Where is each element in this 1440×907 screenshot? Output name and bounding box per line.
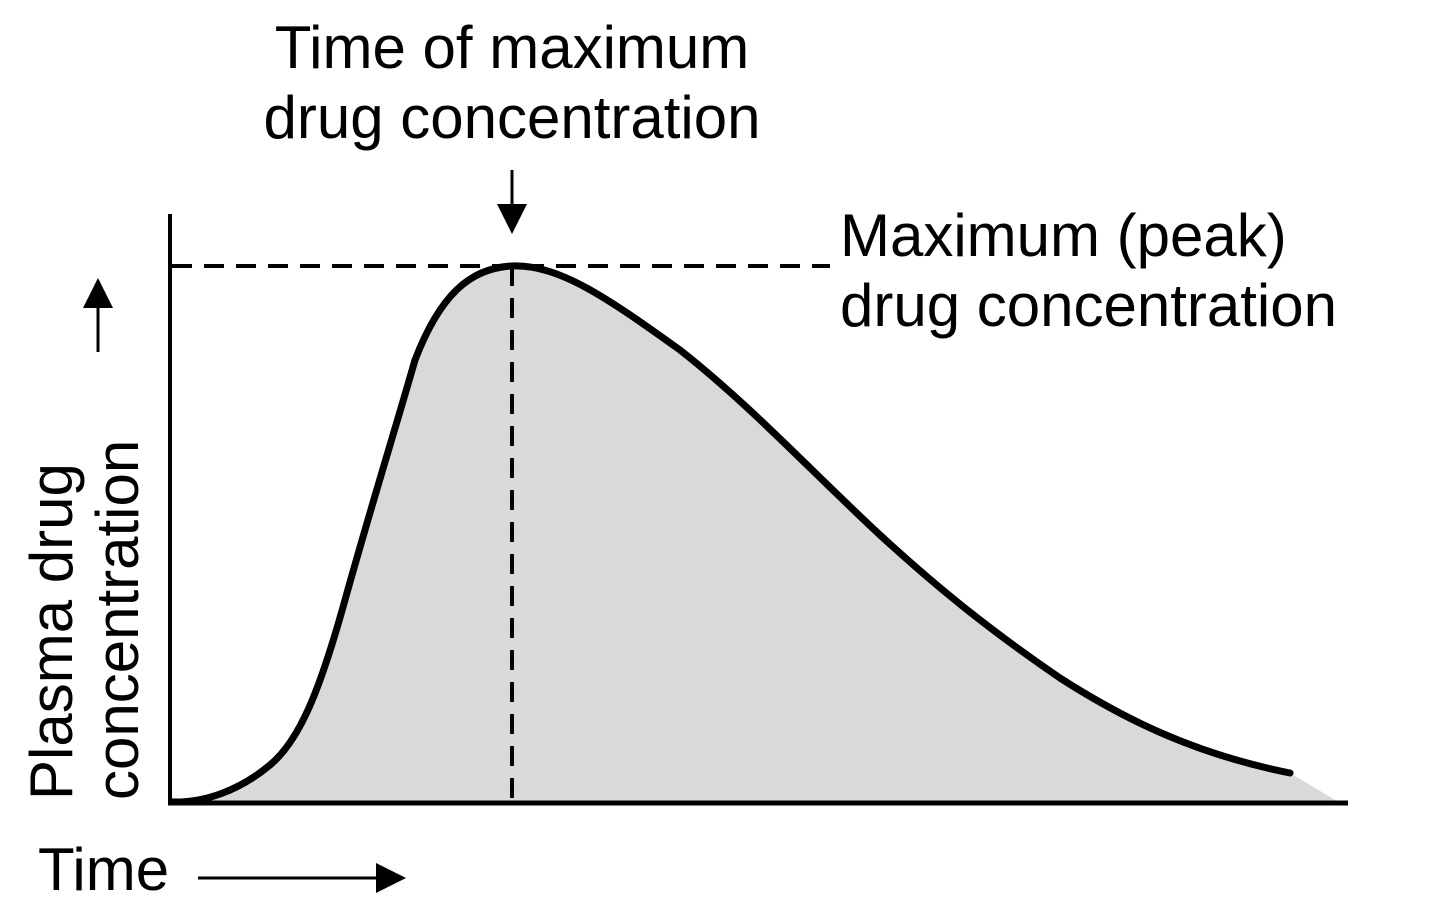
y-axis-label-line1: Plasma drug xyxy=(18,463,85,800)
y-axis-label: Plasma drug concentration xyxy=(18,440,151,800)
area-under-curve xyxy=(170,265,1340,803)
peak-annotation-line2: drug concentration xyxy=(840,272,1337,339)
concentration-curve xyxy=(168,262,1294,806)
y-axis-label-line2: concentration xyxy=(84,440,151,800)
top-annotation-line1: Time of maximum xyxy=(275,14,750,81)
peak-annotation-line1: Maximum (peak) xyxy=(840,202,1287,269)
x-axis-label: Time xyxy=(38,836,169,903)
top-annotation-line2: drug concentration xyxy=(264,84,761,151)
